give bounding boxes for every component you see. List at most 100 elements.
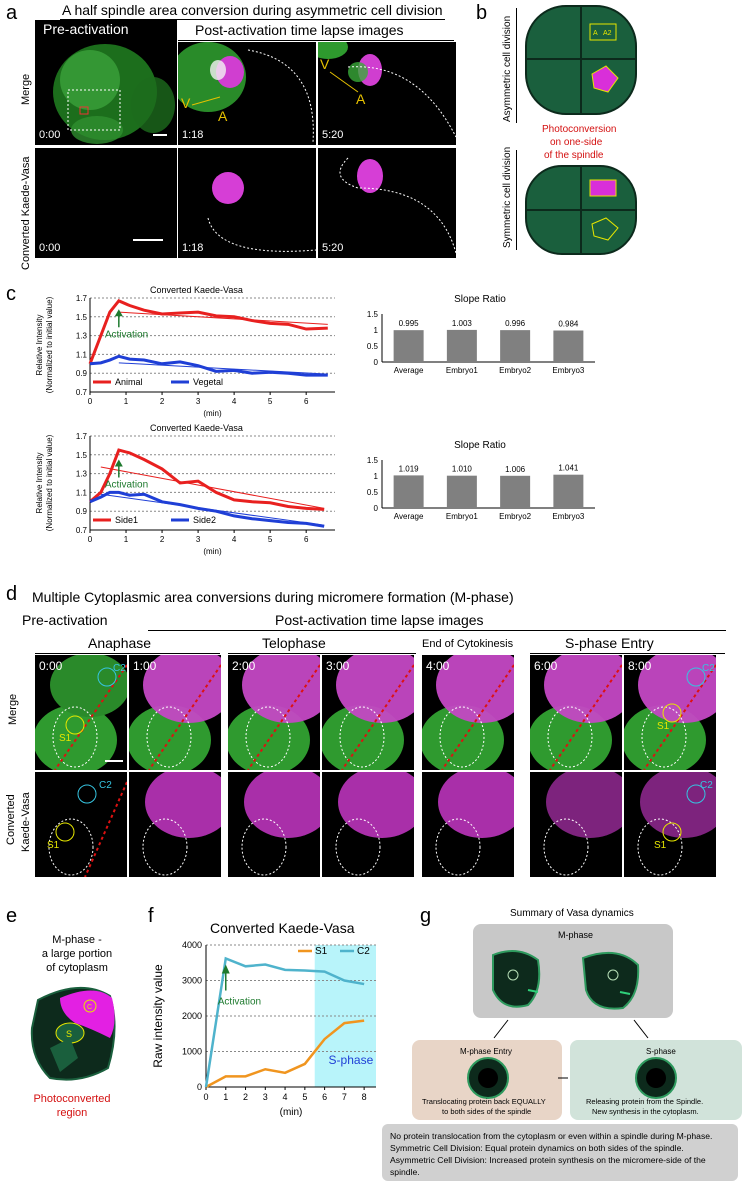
summary-title: Summary of Vasa dynamics: [510, 908, 634, 919]
note-1: No protein translocation from the cytopl…: [390, 1131, 713, 1141]
bar-category-label: Embryo2: [499, 366, 532, 375]
merge-frame-0: 0:00 S1 C2: [35, 655, 127, 770]
s1-label: S1: [47, 840, 60, 851]
time-label: 0:00: [39, 129, 61, 141]
bar-category-label: Embryo1: [446, 512, 479, 521]
photoconversion-line-2: on one-side: [550, 137, 603, 148]
x-tick-label: 5: [268, 397, 273, 406]
bar-value-label: 1.041: [558, 464, 579, 473]
panel-e-line1: M-phase -: [52, 934, 102, 946]
bar-chart-top: Slope Ratio 0 0.5 1 1.5 0.995 Average 1.003 Embr…: [367, 294, 595, 375]
y-tick-label: 1.1: [76, 350, 88, 359]
bar: [446, 475, 477, 508]
s-caption-2: New synthesis in the cytoplasm.: [592, 1107, 699, 1116]
svg-text:V: V: [181, 95, 191, 111]
x-tick-label: 8: [362, 1092, 367, 1102]
x-tick-label: 4: [232, 535, 237, 544]
series-line-side2: [89, 490, 325, 528]
y-tick-label: 0: [374, 358, 379, 367]
legend-entry: Side2: [193, 515, 216, 525]
legend-entry: Vegetal: [193, 377, 223, 387]
y-tick-label: 1: [374, 472, 379, 481]
stage-anaphase: Anaphase: [88, 635, 152, 651]
y-tick-label: 1.5: [367, 310, 379, 319]
bar-chart-title: Slope Ratio: [454, 294, 506, 305]
post-activation-converted-image-1: 1:18: [178, 148, 316, 258]
y-tick-label: 0.7: [76, 526, 88, 535]
s1-label: S1: [657, 721, 670, 732]
photoconverted-line2: region: [56, 1107, 88, 1119]
entry-caption-1: Translocating protein back EQUALLY: [422, 1097, 546, 1106]
chart-title: Converted Kaede-Vasa: [150, 285, 243, 295]
series-line-c2: [204, 956, 365, 1088]
activation-arrowhead: [114, 309, 123, 317]
y-axis-label-1: Relative Intensity: [35, 315, 44, 376]
post-activation-title: Post-activation time lapse images: [195, 22, 404, 38]
trendline: [118, 311, 328, 325]
panel-a-title: A half spindle area conversion during as…: [62, 2, 443, 18]
converted-frame-0: S1 C2: [35, 772, 127, 877]
chart-title: Converted Kaede-Vasa: [150, 423, 243, 433]
trendline: [100, 466, 325, 509]
activation-label: Activation: [105, 480, 148, 491]
post-activation-merge-image-1: V A 1:18: [178, 42, 316, 145]
pre-activation-converted-image: 0:00: [35, 148, 177, 258]
bar: [553, 474, 584, 508]
post-activation-converted-image-2: 5:20: [318, 148, 456, 258]
c2-label: C2: [113, 663, 126, 674]
panel-e-label: e: [6, 905, 18, 927]
converted-frame-4: [422, 772, 514, 877]
x-axis-label: (min): [203, 409, 222, 418]
activation-arrowhead: [114, 459, 123, 467]
raw-intensity-chart: Converted Kaede-Vasa 0 1000 2000 3000 4000 0 1 2…: [151, 920, 376, 1118]
time-label: 5:20: [322, 129, 344, 141]
y-tick-label: 1.5: [76, 313, 88, 322]
bar-value-label: 1.006: [505, 465, 526, 474]
note-3: Asymmetric Cell Division: Increased prot…: [390, 1155, 706, 1177]
time-label: 1:18: [182, 129, 204, 141]
bar-chart-bottom: Slope Ratio 0 0.5 1 1.5 1.019 Average 1.010 Embr…: [367, 440, 595, 521]
converted-frame-2: [228, 772, 320, 877]
svg-text:A: A: [218, 108, 228, 124]
y-tick-label: 0: [374, 504, 379, 513]
y-tick-label: 0: [197, 1082, 202, 1092]
spindle-diagram: A A2 Photoconversion on one-side of the …: [525, 5, 637, 255]
panel-g-label: g: [420, 905, 432, 927]
panel-d-title: Multiple Cytoplasmic area conversions du…: [32, 589, 514, 605]
y-tick-label: 1.5: [76, 451, 88, 460]
photoconverted-region-caption: Photoconverted region: [12, 1092, 132, 1120]
x-tick-label: 3: [196, 535, 201, 544]
x-tick-label: 3: [263, 1092, 268, 1102]
s-phase-label: S-phase: [329, 1053, 374, 1067]
time-label: 8:00: [628, 659, 652, 673]
y-tick-label: 0.5: [367, 488, 379, 497]
y-tick-label: 1.5: [367, 456, 379, 465]
bar-category-label: Embryo2: [499, 512, 532, 521]
merge-frame-3: 3:00: [322, 655, 414, 770]
merge-frame-2: 2:00: [228, 655, 320, 770]
y-axis-label-2: (Normalized to initial value): [45, 434, 54, 531]
x-tick-label: 5: [302, 1092, 307, 1102]
y-axis-label-2: (Normalized to initial value): [45, 296, 54, 393]
bar-category-label: Average: [394, 366, 424, 375]
time-label: 1:18: [182, 242, 204, 254]
bar-value-label: 1.003: [452, 319, 473, 328]
x-tick-label: 2: [160, 397, 165, 406]
post-activation-merge-image-2: V A 5:20: [318, 42, 456, 145]
legend-entry: Animal: [115, 377, 143, 387]
svg-text:A: A: [593, 30, 598, 37]
time-label: 5:20: [322, 242, 344, 254]
pre-activation-title: Pre-activation: [43, 21, 129, 37]
panel-f-label: f: [148, 905, 154, 927]
series-line-vegetal: [89, 354, 328, 377]
chart-f-title: Converted Kaede-Vasa: [210, 920, 355, 936]
y-tick-label: 0.5: [367, 342, 379, 351]
bar-category-label: Average: [394, 512, 424, 521]
x-tick-label: 2: [160, 535, 165, 544]
photoconversion-line-1: Photoconversion: [542, 124, 617, 135]
bar: [446, 329, 477, 362]
x-tick-label: 0: [203, 1092, 208, 1102]
c2-label: C2: [700, 780, 713, 791]
legend-entry: S1: [315, 946, 328, 957]
x-tick-label: 3: [196, 397, 201, 406]
